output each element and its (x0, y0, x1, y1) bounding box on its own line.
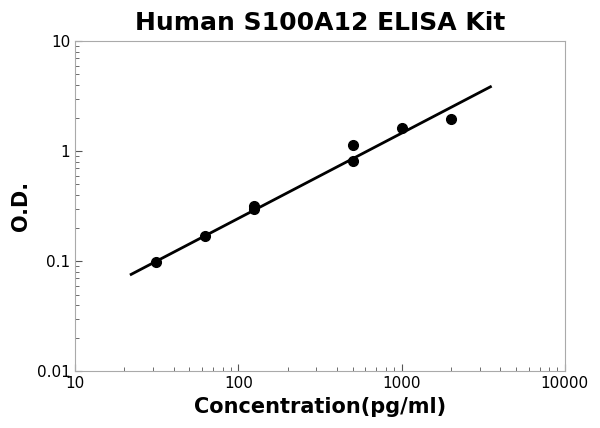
Point (151, 259, 161, 265)
Point (200, 232, 210, 239)
Point (250, 202, 259, 209)
Point (446, 116, 455, 123)
Point (348, 141, 358, 148)
Title: Human S100A12 ELISA Kit: Human S100A12 ELISA Kit (135, 11, 505, 35)
Y-axis label: O.D.: O.D. (11, 181, 31, 232)
Point (397, 125, 406, 132)
X-axis label: Concentration(pg/ml): Concentration(pg/ml) (194, 397, 446, 417)
Point (250, 205, 259, 212)
Point (348, 158, 358, 164)
